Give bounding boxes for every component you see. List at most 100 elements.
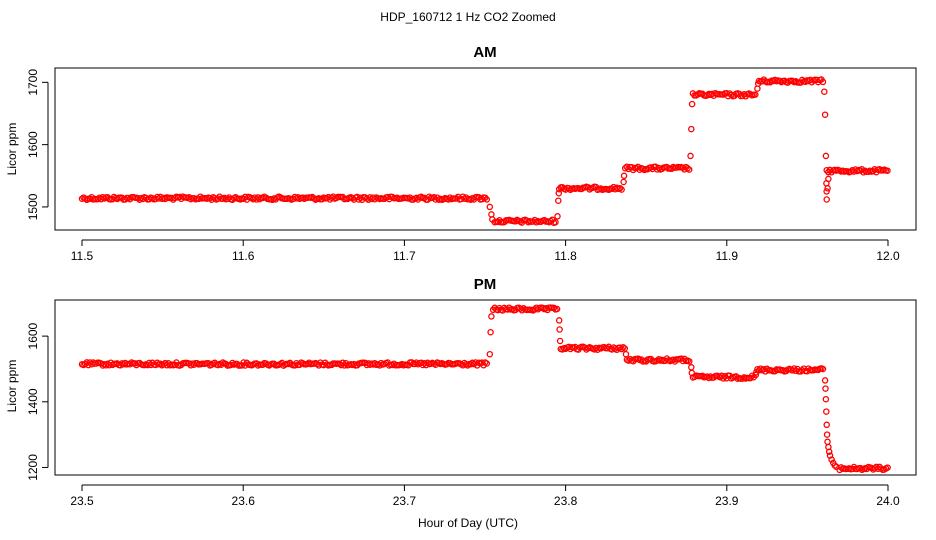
pm-segment-1-point (550, 304, 558, 312)
am-transition-point-11 (754, 85, 761, 92)
am-transition-point-18 (823, 196, 830, 203)
am-transition-point-2 (489, 216, 496, 223)
pm-transition-point-4 (556, 326, 563, 333)
pm-y-tick-label: 1400 (26, 388, 40, 415)
pm-transition-point-16 (823, 431, 831, 438)
pm-transition-point-17 (824, 438, 831, 446)
am-x-tick-label: 11.8 (554, 249, 577, 263)
pm-x-tick-label: 23.5 (70, 494, 94, 508)
am-transition-point-4 (555, 197, 562, 204)
am-axes: 11.5 11.6 11.7 11.8 11.9 12.0 1500 1600 1700 (26, 69, 900, 263)
am-data-points (78, 76, 891, 227)
pm-data-points (78, 304, 891, 474)
pm-transition-point-24 (833, 463, 840, 471)
am-panel: AM Licor ppm 11.5 11.6 11.7 11.8 11.9 12.0 150… (5, 44, 917, 263)
am-transition-point-9 (688, 125, 695, 133)
pm-y-tick-label: 1600 (26, 322, 40, 349)
am-segment-4-point (752, 91, 759, 98)
pm-transition-point-1 (487, 328, 494, 336)
pm-transition-point-23 (831, 462, 839, 469)
am-transition-point-13 (821, 88, 828, 95)
pm-transition-point-7 (688, 364, 695, 371)
pm-transition-point-12 (822, 385, 829, 392)
pm-x-tick-label: 23.8 (554, 494, 578, 508)
pm-segment-0-point (483, 360, 491, 367)
am-segment-0-point (136, 196, 143, 203)
am-x-tick-label: 11.7 (393, 249, 416, 263)
pm-y-axis-label: Licor ppm (5, 360, 19, 413)
am-x-tick-label: 11.6 (232, 249, 255, 263)
am-x-tick-label: 11.5 (71, 249, 94, 263)
am-transition-point-3 (554, 213, 561, 220)
pm-transition-point-5 (556, 337, 564, 345)
pm-segment-3-point (686, 358, 693, 365)
am-x-tick-label: 11.9 (716, 249, 739, 263)
pm-segment-2-point (621, 345, 629, 352)
pm-x-tick-label: 23.6 (232, 494, 256, 508)
am-segment-3-point (685, 166, 693, 173)
pm-transition-point-10 (753, 368, 760, 376)
am-transition-point-20 (825, 175, 832, 183)
am-transition-point-5 (555, 189, 563, 197)
am-segment-0-point (467, 196, 475, 203)
pm-segment-1-point (553, 305, 561, 313)
pm-transition-point-21 (828, 456, 835, 463)
am-transition-point-10 (688, 100, 696, 108)
am-segment-6-point (884, 167, 891, 174)
am-segment-0-point (483, 196, 491, 203)
am-segment-2-point (616, 184, 624, 192)
pm-segment-5-point (757, 365, 764, 372)
am-segment-1-point (552, 218, 559, 226)
am-plot-frame (54, 67, 917, 231)
am-transition-point-14 (821, 111, 829, 118)
pm-segment-0-point (469, 359, 476, 367)
pm-axes: 23.5 23.6 23.7 23.8 23.9 24.0 1200 1400 1600 (26, 322, 900, 508)
pm-segment-3-point (634, 355, 642, 362)
am-segment-5-point (766, 79, 774, 86)
am-segment-0-point (256, 195, 263, 203)
am-transition-point-12 (754, 80, 762, 87)
pm-y-tick-label: 1200 (26, 454, 40, 481)
pm-panel-title: PM (474, 276, 497, 293)
pm-transition-point-2 (488, 313, 495, 320)
am-transition-point-15 (822, 152, 830, 160)
pm-plot-frame (54, 299, 917, 476)
am-segment-3-point (684, 165, 691, 172)
pm-x-tick-label: 24.0 (876, 494, 900, 508)
pm-segment-4-point (748, 372, 756, 379)
pm-segment-0-point (153, 359, 161, 367)
am-x-tick-label: 12.0 (876, 249, 900, 263)
x-axis-label: Hour of Day (UTC) (418, 516, 518, 530)
pm-segment-0-point (102, 362, 110, 369)
pm-transition-point-0 (486, 350, 494, 358)
am-y-tick-label: 1700 (26, 69, 40, 96)
pm-x-tick-label: 23.7 (393, 494, 417, 508)
am-transition-point-1 (488, 211, 495, 218)
pm-segment-0-point (464, 362, 471, 369)
am-transition-point-8 (687, 152, 694, 160)
pm-transition-point-3 (555, 317, 563, 324)
am-y-tick-label: 1500 (26, 193, 40, 220)
pm-transition-point-9 (752, 371, 760, 379)
am-transition-point-7 (620, 172, 628, 180)
pm-panel: PM Licor ppm 23.5 23.6 23.7 23.8 23.9 24.0 120… (5, 276, 917, 508)
am-panel-title: AM (473, 44, 496, 61)
am-y-tick-label: 1600 (26, 131, 40, 158)
am-y-axis-label: Licor ppm (5, 123, 19, 176)
am-transition-point-17 (823, 188, 830, 195)
pm-segment-5-point (819, 365, 827, 373)
am-segment-2-point (618, 186, 625, 193)
figure-title: HDP_160712 1 Hz CO2 Zoomed (380, 10, 555, 24)
pm-transition-point-11 (821, 377, 829, 384)
am-transition-point-19 (824, 185, 831, 192)
pm-x-tick-label: 23.9 (715, 494, 739, 508)
am-segment-0-point (481, 194, 489, 201)
pm-segment-6-point (884, 464, 891, 471)
pm-transition-point-19 (825, 448, 833, 455)
am-transition-point-0 (486, 203, 494, 211)
pm-transition-point-14 (823, 408, 830, 415)
pm-transition-point-13 (822, 395, 830, 403)
pm-transition-point-6 (622, 350, 630, 358)
am-transition-point-6 (620, 178, 627, 186)
